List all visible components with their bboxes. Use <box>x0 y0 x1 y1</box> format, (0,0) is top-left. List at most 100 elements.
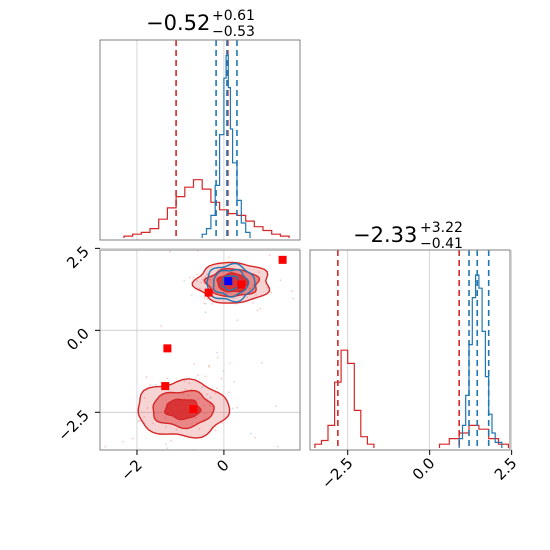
sample-point <box>197 374 200 377</box>
sample-point <box>175 428 178 431</box>
sample-point <box>291 290 294 293</box>
sample-point <box>292 297 295 300</box>
sample-point <box>187 394 189 397</box>
sample-point <box>143 416 146 419</box>
sample-point <box>258 271 261 274</box>
sample-point <box>205 416 208 419</box>
sample-point <box>211 303 214 305</box>
sample-point <box>208 364 211 367</box>
sample-point <box>143 397 146 399</box>
axes-frame <box>99 39 301 241</box>
sample-point <box>104 445 107 448</box>
sample-point <box>165 443 167 446</box>
sample-point <box>189 276 191 279</box>
sample-point <box>204 311 207 314</box>
sample-point <box>249 432 252 435</box>
sample-point <box>149 384 152 386</box>
histogram-step-series-0 <box>123 179 290 238</box>
sample-point <box>152 422 154 425</box>
sample-point <box>203 302 206 305</box>
sample-point <box>166 447 169 450</box>
sample-point <box>252 302 255 304</box>
sample-point <box>204 302 207 305</box>
panel-title-upper-error: +0.61 <box>212 8 255 24</box>
sample-point <box>200 281 203 284</box>
sample-point <box>188 382 191 385</box>
sample-point <box>198 287 201 290</box>
sample-point <box>232 297 235 300</box>
sample-point <box>166 377 169 380</box>
sample-point <box>254 436 257 439</box>
sample-point <box>202 278 205 281</box>
sample-point <box>131 437 134 440</box>
sample-point <box>169 250 171 253</box>
sample-point <box>197 397 200 400</box>
sample-point <box>252 284 254 286</box>
sample-point <box>266 286 269 289</box>
sample-point <box>279 279 282 282</box>
sample-point <box>183 397 186 400</box>
histogram-step-series-0 <box>314 349 509 448</box>
sample-point <box>160 325 162 327</box>
square-marker-3 <box>163 344 172 353</box>
sample-point <box>209 404 211 407</box>
square-marker-4 <box>161 382 170 391</box>
sample-point <box>182 393 185 396</box>
histogram-series <box>123 40 290 240</box>
panel-title-value: −2.33 <box>353 223 417 247</box>
sample-point <box>203 297 206 299</box>
sample-point <box>203 412 206 415</box>
sample-point <box>216 387 219 390</box>
sample-point <box>209 403 211 405</box>
sample-point <box>228 256 231 259</box>
contour-2-level-1 <box>212 268 250 298</box>
square-marker-2 <box>237 280 246 289</box>
sample-point <box>155 383 158 386</box>
histogram-series <box>314 250 509 450</box>
panel-title-lower-error: −0.41 <box>420 236 463 252</box>
sample-point <box>214 392 217 395</box>
sample-point <box>268 254 271 256</box>
sample-point <box>228 391 230 394</box>
sample-point <box>121 440 124 443</box>
sample-point <box>214 429 217 432</box>
contour-2-level-2 <box>206 262 256 303</box>
sample-point <box>195 273 198 276</box>
sample-point <box>146 407 149 409</box>
panel-title-upper-error: +3.22 <box>420 220 463 236</box>
axes-frame <box>309 249 511 451</box>
sample-point <box>236 319 239 322</box>
sample-point <box>194 416 197 419</box>
sample-point <box>204 275 207 278</box>
sample-point <box>190 294 193 297</box>
axes-frame <box>99 249 301 451</box>
sample-point <box>198 427 201 430</box>
sample-point <box>201 385 204 388</box>
sample-point <box>164 417 166 419</box>
sample-point <box>274 405 277 408</box>
sample-point <box>260 361 263 364</box>
sample-point <box>220 377 223 380</box>
sample-point <box>193 363 196 366</box>
marginal-histogram-param1: −0.52 +0.61 −0.53 <box>99 8 301 241</box>
sample-point <box>170 439 172 442</box>
sample-point <box>165 425 168 428</box>
sample-point <box>209 278 211 281</box>
sample-point <box>229 362 231 364</box>
grid <box>136 40 225 240</box>
panel-title-value: −0.52 <box>146 11 210 35</box>
sample-point <box>276 445 279 448</box>
sample-point <box>255 293 257 296</box>
sample-point <box>145 376 148 379</box>
square-marker-0 <box>278 255 287 264</box>
sample-point <box>233 380 236 383</box>
square-marker-5 <box>189 405 198 414</box>
sample-point <box>236 406 238 409</box>
sample-point <box>203 418 205 421</box>
point-markers <box>161 255 287 414</box>
histogram-step-series-1 <box>458 274 503 448</box>
sample-point <box>256 309 259 312</box>
contour-2-level-0 <box>220 274 241 292</box>
sample-point <box>206 393 208 396</box>
sample-point <box>192 276 195 279</box>
